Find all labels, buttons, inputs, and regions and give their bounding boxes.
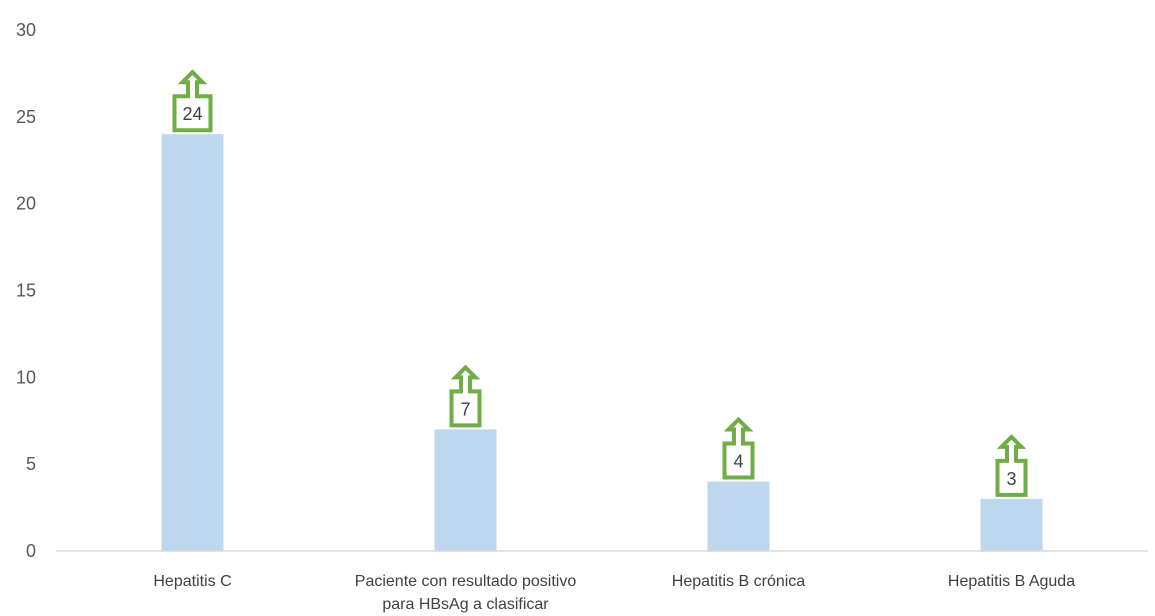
x-tick-label: para HBsAg a clasificar — [382, 596, 549, 613]
x-tick-label: Hepatitis C — [153, 573, 231, 590]
data-label: 4 — [733, 452, 743, 472]
data-label-callout: 3 — [995, 434, 1028, 497]
y-tick-label: 25 — [16, 107, 36, 127]
y-tick-label: 0 — [26, 541, 36, 561]
data-label: 3 — [1006, 469, 1016, 489]
y-tick-label: 10 — [16, 367, 36, 387]
up-arrow-callout-icon — [995, 434, 1028, 497]
y-tick-label: 20 — [16, 194, 36, 214]
x-tick-label: Hepatitis B crónica — [672, 573, 805, 590]
up-arrow-callout-icon — [172, 69, 213, 133]
data-label-callout: 7 — [449, 364, 482, 428]
data-label-callout: 24 — [172, 69, 213, 133]
bars-group — [161, 134, 1043, 551]
data-labels-group: 24 7 4 3 — [172, 69, 1028, 497]
x-tick-label: Paciente con resultado positivo — [355, 573, 577, 590]
x-tick-label: Hepatitis B Aguda — [948, 573, 1075, 590]
up-arrow-callout-icon — [449, 364, 482, 428]
data-label: 24 — [182, 104, 202, 124]
up-arrow-callout-icon — [722, 416, 755, 480]
y-axis: 0 5 10 15 20 25 30 — [16, 20, 36, 561]
y-tick-label: 15 — [16, 281, 36, 301]
bar — [161, 134, 224, 551]
bar — [980, 498, 1043, 551]
bar — [707, 481, 770, 551]
data-label-callout: 4 — [722, 416, 755, 480]
data-label: 7 — [460, 399, 470, 419]
bar — [434, 429, 497, 551]
y-tick-label: 30 — [16, 20, 36, 40]
y-tick-label: 5 — [26, 454, 36, 474]
x-axis: Hepatitis C Paciente con resultado positi… — [56, 550, 1148, 613]
